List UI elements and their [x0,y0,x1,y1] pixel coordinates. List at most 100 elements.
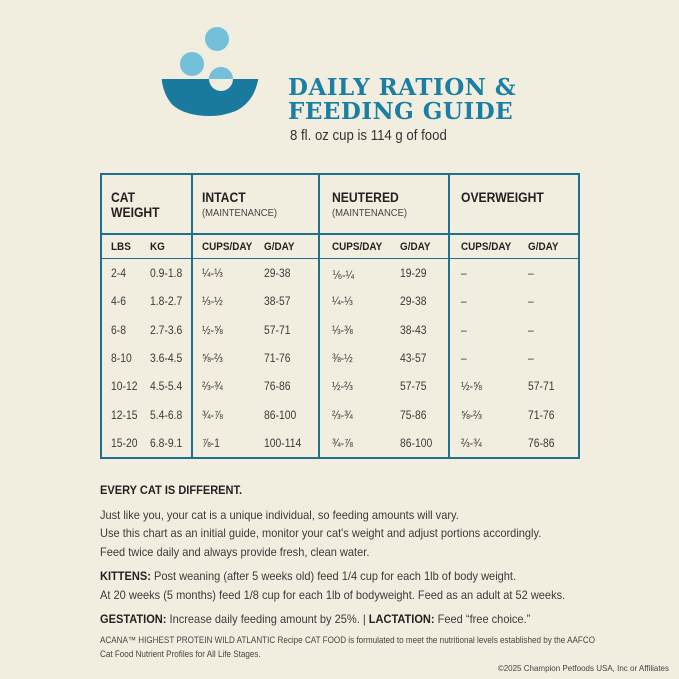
table-cell: ¾-⅞ [202,409,223,422]
table-cell: 29-38 [264,268,291,280]
table-cell: – [461,268,467,280]
table-cell: ⅓-½ [202,296,223,309]
table-cell: ⅝-⅔ [202,352,223,365]
table-cell: 12-15 [111,409,138,422]
lactation-text: Feed “free choice.” [434,612,531,626]
group-subheader: (MAINTENANCE) [202,207,278,219]
table-cell: – [461,296,467,309]
column-header: G/DAY [264,241,295,253]
table-cell: – [528,324,534,337]
table-cell: ½-⅝ [202,324,223,337]
notes-heading: EVERY CAT IS DIFFERENT. [100,483,243,497]
gestation-text: Increase daily feeding amount by 25%. | [166,612,369,626]
table-cell: 0.9-1.8 [150,268,183,280]
column-header: G/DAY [400,241,431,253]
table-cell: 10-12 [111,381,138,394]
column-divider [191,175,193,457]
fineprint-line-2: Cat Food Nutrient Profiles for All Life … [100,649,261,659]
table-cell: ⅔-¾ [332,409,353,422]
column-header: CUPS/DAY [461,241,512,253]
table-cell: 38-43 [400,324,427,337]
bowl-icon [161,79,259,116]
table-cell: – [461,324,467,337]
row-divider [102,233,578,235]
column-header: CUPS/DAY [202,241,253,253]
table-cell: ⅓-⅜ [332,324,353,337]
page-title: DAILY RATION & FEEDING GUIDE [288,76,516,124]
group-header-line-2: WEIGHT [111,205,160,220]
title-line-2: FEEDING GUIDE [288,98,514,125]
table-cell: 19-29 [400,268,427,280]
group-subheader: (MAINTENANCE) [332,207,408,219]
food-bowl-icon [161,27,259,116]
title-line-1: DAILY RATION & [288,74,517,101]
table-cell: 76-86 [264,381,291,394]
lactation-label: LACTATION: [368,612,435,626]
column-header: LBS [111,241,131,253]
table-cell: ⅔-¾ [461,437,482,450]
column-header: KG [150,241,165,253]
kibble-icon [205,27,229,51]
table-cell: ⅔-¾ [202,381,223,394]
table-cell: 86-100 [264,409,297,422]
copyright: ©2025 Champion Petfoods USA, Inc or Affi… [497,664,669,673]
notes-line: Use this chart as an initial guide, moni… [100,526,542,540]
group-header: INTACT [202,190,246,205]
table-cell: ¾-⅞ [332,437,353,450]
kittens-label: KITTENS: [100,569,151,583]
table-cell: ¼-⅓ [202,268,223,280]
table-cell: 71-76 [528,409,555,422]
fineprint: ACANA™ HIGHEST PROTEIN WILD ATLANTIC Rec… [100,633,595,661]
group-header: OVERWEIGHT [461,190,544,205]
notes-line: Feed twice daily and always provide fres… [100,544,370,559]
table-cell: 57-71 [528,381,555,394]
table-cell: 29-38 [400,296,427,309]
table-cell: – [461,352,467,365]
group-header: CAT [111,190,136,205]
table-cell: – [528,296,534,309]
row-divider [102,258,578,259]
table-cell: ⅝-⅔ [461,409,482,422]
table-cell: 8-10 [111,352,132,365]
table-cell: ⅞-1 [202,437,220,450]
table-cell: 75-86 [400,409,427,422]
table-cell: 71-76 [264,352,291,365]
table-cell: ½-⅝ [461,381,482,394]
table-cell: 2.7-3.6 [150,324,183,337]
feeding-table: CAT WEIGHT INTACT (MAINTENANCE) NEUTERED (MAI… [100,173,580,459]
table-cell: 57-71 [264,324,291,337]
table-cell: ⅙-¼ [332,270,355,282]
column-header: CUPS/DAY [332,241,383,253]
table-cell: 4-6 [111,296,126,309]
table-cell: 76-86 [528,437,555,450]
table-cell: ⅜-½ [332,352,353,365]
table-cell: – [528,352,534,365]
table-cell: 100-114 [264,437,302,450]
table-cell: 15-20 [111,437,138,450]
table-cell: 6-8 [111,324,126,337]
table-cell: 3.6-4.5 [150,352,183,365]
column-header: G/DAY [528,241,559,253]
column-divider [448,175,450,457]
column-divider [318,175,320,457]
table-cell: – [528,268,534,280]
table-cell: ½-⅔ [332,381,353,394]
kittens-text-2: At 20 weeks (5 months) feed 1/8 cup for … [100,587,566,602]
table-cell: 86-100 [400,437,433,450]
fineprint-line-1: ACANA™ HIGHEST PROTEIN WILD ATLANTIC Rec… [100,635,596,645]
table-cell: 4.5-5.4 [150,381,183,394]
table-cell: 6.8-9.1 [150,437,183,450]
table-cell: 1.8-2.7 [150,296,183,309]
kittens-text: Post weaning (after 5 weeks old) feed 1/… [150,569,517,583]
table-cell: 43-57 [400,352,427,365]
table-cell: 57-75 [400,381,427,394]
table-cell: ¼-⅓ [332,296,353,309]
group-header: NEUTERED [332,190,399,205]
gestation-label: GESTATION: [100,612,167,626]
table-cell: 2-4 [111,268,126,280]
table-cell: 5.4-6.8 [150,409,183,422]
table-cell: 38-57 [264,296,291,309]
subtitle: 8 fl. oz cup is 114 g of food [290,127,447,144]
notes: EVERY CAT IS DIFFERENT. Just like you, y… [100,481,606,629]
notes-line: Just like you, your cat is a unique indi… [100,507,459,522]
